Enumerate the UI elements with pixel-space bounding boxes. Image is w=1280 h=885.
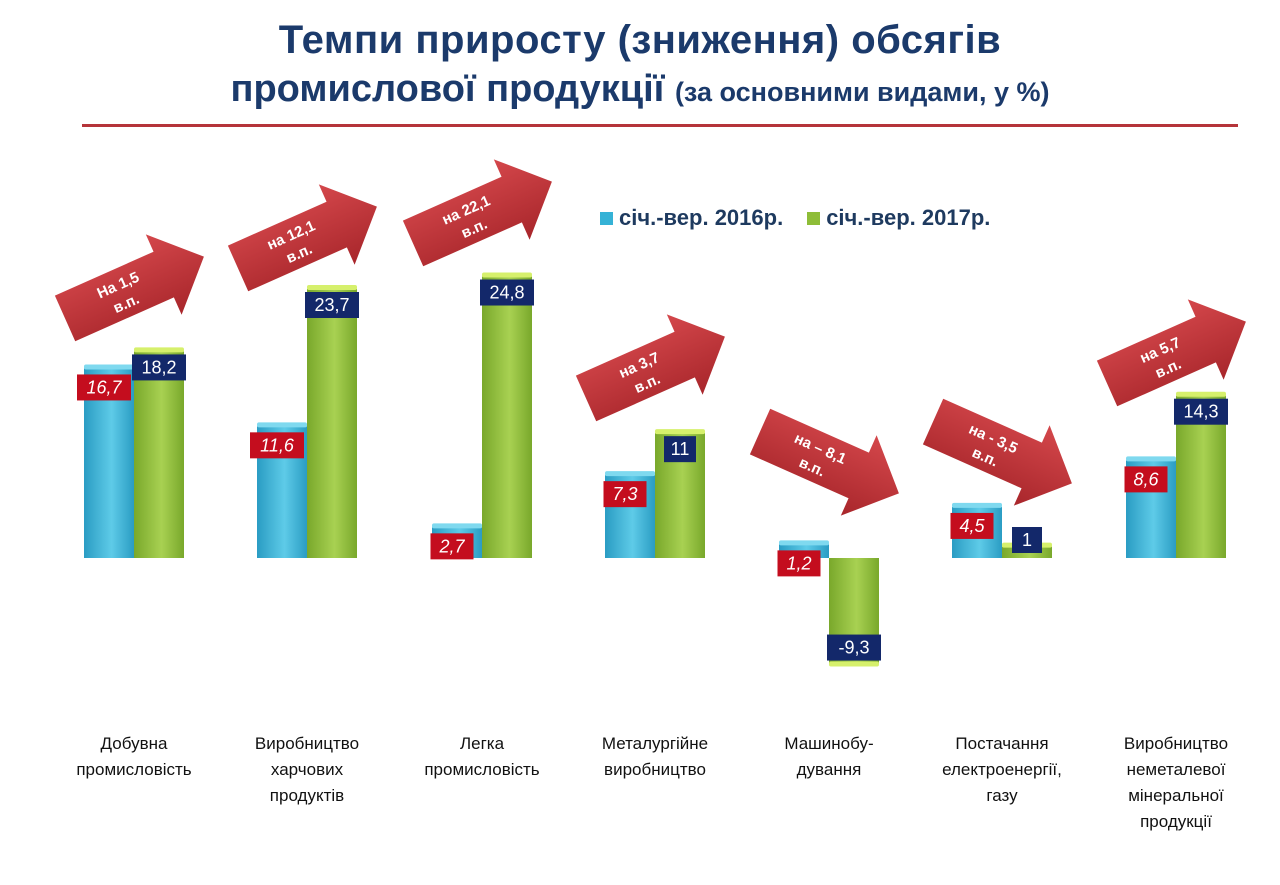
legend-label-2017: січ.-вер. 2017р. (826, 205, 991, 230)
bar-2017-6-cap (1176, 391, 1226, 397)
legend-item-2017: січ.-вер. 2017р. (807, 205, 990, 231)
change-arrow-6: на 5,7в.п. (1096, 299, 1246, 407)
svg-text:11: 11 (671, 439, 690, 459)
value-label-2016-5: 4,5 (950, 512, 994, 539)
svg-text:8,6: 8,6 (1133, 469, 1159, 489)
bar-2017-2-cap (482, 272, 532, 278)
legend-swatch-2017 (807, 211, 821, 225)
legend-item-2016: січ.-вер. 2016р. (600, 205, 783, 231)
legend-swatch-2016 (600, 211, 613, 225)
value-label-2017-2: 24,8 (480, 279, 534, 306)
bar-2017-3-cap (655, 429, 705, 435)
value-label-2016-2: 2,7 (430, 533, 474, 560)
change-arrow-5: на - 3,5в.п. (922, 398, 1072, 506)
svg-text:1: 1 (1022, 530, 1032, 550)
legend-label-2016: січ.-вер. 2016р. (619, 205, 784, 230)
svg-text:7,3: 7,3 (612, 484, 637, 504)
bar-2017-1-cap (307, 285, 357, 291)
bar-2017-0 (134, 351, 184, 558)
value-label-2017-1: 23,7 (305, 292, 359, 319)
category-label-5: Постачання електроенергії, газу (942, 734, 1062, 805)
change-arrow-0: На 1,5в.п. (54, 234, 204, 342)
bar-2016-3-cap (605, 471, 655, 477)
bar-2017-1 (307, 289, 357, 558)
bar-2017-4-cap (829, 661, 879, 667)
value-label-2016-6: 8,6 (1124, 466, 1168, 493)
value-label-2016-3: 7,3 (603, 481, 647, 508)
change-arrow-3: на 3,7в.п. (575, 314, 725, 422)
title-underline (82, 124, 1238, 127)
value-label-2016-4: 1,2 (777, 550, 821, 577)
category-label-6: Виробництво неметалевої мінеральної прод… (1123, 734, 1229, 831)
bar-2016-1-cap (257, 422, 307, 428)
change-arrow-2: на 22,1в.п. (402, 159, 552, 267)
chart-title: Темпи приросту (зниження) обсягів (278, 18, 1002, 62)
value-label-2017-5: 1 (1012, 527, 1042, 553)
bar-2016-6-cap (1126, 456, 1176, 462)
value-label-2017-0: 18,2 (132, 354, 186, 381)
value-label-2017-3: 11 (664, 436, 696, 463)
bar-2016-4-cap (779, 540, 829, 546)
value-label-2016-1: 11,6 (250, 432, 304, 459)
svg-text:11,6: 11,6 (260, 435, 295, 455)
svg-text:14,3: 14,3 (1183, 402, 1218, 422)
legend: січ.-вер. 2016р. січ.-вер. 2017р. (600, 205, 990, 231)
category-label-4: Машинобу- дування (784, 734, 874, 779)
svg-text:1,2: 1,2 (786, 553, 811, 573)
category-label-1: Виробництво харчових продуктів (254, 734, 360, 805)
bar-2016-0-cap (84, 364, 134, 370)
value-label-2016-0: 16,7 (77, 374, 131, 401)
chart-title-line2: промислової продукції (за основними вида… (0, 68, 1280, 111)
svg-text:4,5: 4,5 (959, 516, 985, 536)
svg-text:2,7: 2,7 (438, 536, 465, 556)
svg-text:-9,3: -9,3 (838, 638, 869, 658)
svg-text:23,7: 23,7 (314, 295, 349, 315)
change-arrow-4: на – 8,1в.п. (749, 408, 899, 516)
category-label-2: Легка промисловість (424, 734, 540, 779)
chart-subtitle: (за основними видами, у %) (674, 77, 1050, 107)
bar-2016-2-cap (432, 523, 482, 529)
value-label-2017-4: -9,3 (827, 634, 881, 661)
svg-text:24,8: 24,8 (489, 283, 524, 303)
category-label-0: Добувна промисловість (76, 734, 192, 779)
chart-title-line2-text: промислової продукції (230, 68, 665, 110)
svg-text:18,2: 18,2 (141, 357, 176, 377)
category-label-3: Металургійне виробництво (601, 734, 709, 779)
bar-2016-5-cap (952, 502, 1002, 508)
bar-2017-2 (482, 276, 532, 558)
svg-text:16,7: 16,7 (86, 377, 122, 397)
bar-2017-0-cap (134, 347, 184, 353)
value-label-2017-6: 14,3 (1174, 398, 1228, 425)
change-arrow-1: на 12,1в.п. (227, 184, 377, 292)
